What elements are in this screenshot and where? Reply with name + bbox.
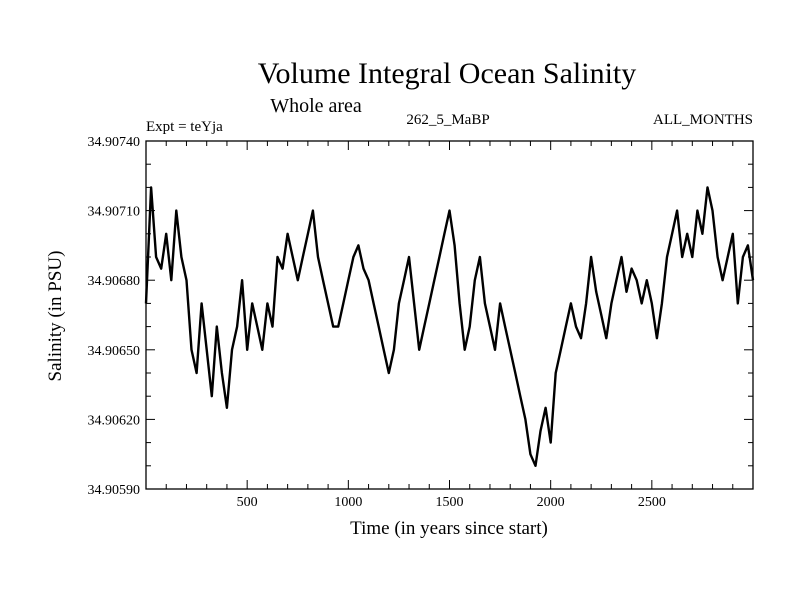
y-tick-label: 34.90680 <box>88 274 141 289</box>
y-tick-label: 34.90590 <box>88 483 141 498</box>
x-tick-label: 2000 <box>537 495 565 510</box>
run-label: 262_5_MaBP <box>406 112 489 128</box>
chart-title: Volume Integral Ocean Salinity <box>258 57 637 90</box>
y-tick-label: 34.90650 <box>88 344 141 359</box>
chart-subtitle: Whole area <box>270 95 362 117</box>
x-tick-label: 1000 <box>334 495 362 510</box>
y-tick-label: 34.90740 <box>88 135 141 150</box>
months-label: ALL_MONTHS <box>653 112 753 128</box>
plot-area: 500 1000 1500 2000 2500 34.90590 34.90620 34.90… <box>88 135 755 510</box>
x-tick-label: 1500 <box>436 495 464 510</box>
plot-frame <box>145 140 754 490</box>
x-tick-label: 2500 <box>638 495 666 510</box>
x-axis-label: Time (in years since start) <box>350 518 548 539</box>
series-line-0 <box>144 186 755 467</box>
x-tick-label: 500 <box>237 495 258 510</box>
y-tick-label: 34.90710 <box>88 205 141 220</box>
y-axis-label: Salinity (in PSU) <box>45 251 66 382</box>
experiment-label: Expt = teYja <box>146 119 223 135</box>
y-tick-label: 34.90620 <box>88 413 141 428</box>
